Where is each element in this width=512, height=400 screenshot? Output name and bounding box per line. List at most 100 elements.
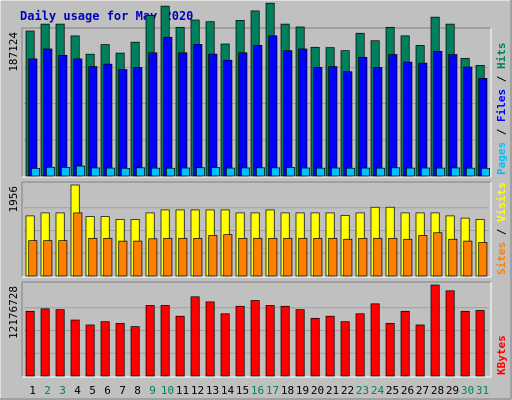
bar-kbytes-day-27 <box>415 324 425 377</box>
x-tick-label-day-5: 5 <box>89 384 96 397</box>
bar-kbytes-day-3 <box>55 309 65 377</box>
bar-pages-day-12 <box>196 167 205 177</box>
bar-kbytes-day-25 <box>385 322 395 377</box>
bar-kbytes-day-16 <box>250 300 260 377</box>
bar-files-day-13 <box>208 53 218 177</box>
bar-pages-day-31 <box>481 167 490 177</box>
bar-sites-day-30 <box>463 240 473 277</box>
bar-sites-day-16 <box>253 237 263 277</box>
bar-sites-day-17 <box>268 237 278 277</box>
x-tick-label-day-17: 17 <box>266 384 279 397</box>
x-tick-label-day-14: 14 <box>221 384 235 397</box>
bar-kbytes-day-8 <box>130 326 140 377</box>
bar-pages-day-29 <box>451 167 460 177</box>
panel-kbytes-legend: KBytes <box>495 335 508 375</box>
x-tick-label-day-26: 26 <box>401 384 414 397</box>
bar-kbytes-day-11 <box>175 315 185 377</box>
bar-files-day-26 <box>403 61 413 177</box>
bar-files-day-25 <box>388 54 398 177</box>
bar-sites-day-8 <box>133 240 143 277</box>
bar-files-day-15 <box>238 52 248 177</box>
bar-sites-day-11 <box>178 237 188 277</box>
bar-files-day-12 <box>193 44 203 177</box>
x-tick-label-day-18: 18 <box>281 384 294 397</box>
bar-kbytes-day-26 <box>400 310 410 377</box>
bar-kbytes-day-4 <box>70 319 80 377</box>
bar-files-day-31 <box>478 78 488 177</box>
bar-kbytes-day-23 <box>355 313 365 377</box>
bar-pages-day-3 <box>61 167 71 177</box>
bar-files-day-20 <box>313 67 323 177</box>
legend-entry: Pages <box>495 142 508 175</box>
bar-sites-day-7 <box>118 240 128 277</box>
panel-kbytes: 12176728 KBytes <box>7 281 508 378</box>
bar-files-day-3 <box>58 54 68 177</box>
x-tick-label-day-4: 4 <box>74 384 81 397</box>
x-tick-label-day-19: 19 <box>296 384 309 397</box>
bar-files-day-10 <box>163 36 173 177</box>
legend-entry: Hits <box>495 43 508 70</box>
bar-pages-day-11 <box>181 167 190 177</box>
x-tick-label-day-20: 20 <box>311 384 324 397</box>
bar-pages-day-8 <box>136 167 145 177</box>
x-tick-label-day-7: 7 <box>119 384 126 397</box>
bar-pages-day-24 <box>376 167 385 177</box>
bar-files-day-4 <box>73 58 83 177</box>
bar-files-day-18 <box>283 50 293 177</box>
bar-files-day-16 <box>253 45 263 177</box>
bar-sites-day-29 <box>448 238 458 277</box>
bar-files-day-7 <box>118 69 128 177</box>
x-tick-label-day-2: 2 <box>44 384 51 397</box>
panel-hits-legend: Pages / Files / Hits <box>495 43 508 176</box>
bar-sites-day-4 <box>73 212 83 277</box>
x-tick-label-day-31: 31 <box>476 384 489 397</box>
legend-entry: Sites <box>495 242 508 275</box>
x-tick-label-day-28: 28 <box>431 384 444 397</box>
x-tick-label-day-3: 3 <box>59 384 66 397</box>
x-tick-label-day-1: 1 <box>29 384 36 397</box>
bar-sites-day-23 <box>358 237 368 277</box>
x-axis-labels: 1 2 3 4 5 6 7 8 9 10 11 12 13 14 15 16 17 18 19 20 21 22 23 24 2… <box>29 384 489 397</box>
bar-pages-day-28 <box>436 167 445 177</box>
bar-kbytes-day-18 <box>280 305 290 377</box>
bar-sites-day-1 <box>28 240 38 277</box>
bar-sites-day-12 <box>193 237 203 277</box>
bar-kbytes-day-31 <box>475 310 485 377</box>
x-tick-label-day-6: 6 <box>104 384 111 397</box>
x-tick-label-day-22: 22 <box>341 384 354 397</box>
legend-entry: / <box>495 69 508 89</box>
bar-files-day-27 <box>418 62 428 177</box>
bar-files-day-8 <box>133 67 143 177</box>
bar-pages-day-23 <box>361 167 370 177</box>
bar-pages-day-19 <box>301 167 310 177</box>
bar-pages-day-13 <box>211 167 220 177</box>
bar-kbytes-day-21 <box>325 315 335 377</box>
bar-files-day-22 <box>343 71 353 177</box>
bar-kbytes-day-9 <box>145 305 155 377</box>
x-tick-label-day-11: 11 <box>176 384 189 397</box>
bar-sites-day-28 <box>433 232 443 277</box>
bar-pages-day-4 <box>76 165 86 177</box>
bar-files-day-1 <box>28 58 38 177</box>
bar-kbytes-day-24 <box>370 303 380 377</box>
x-tick-label-day-25: 25 <box>386 384 399 397</box>
bar-files-day-21 <box>328 66 338 177</box>
bar-sites-day-26 <box>403 238 413 277</box>
bar-pages-day-20 <box>316 167 325 177</box>
bar-pages-day-18 <box>286 167 295 177</box>
bar-kbytes-day-19 <box>295 309 305 377</box>
x-tick-label-day-8: 8 <box>134 384 141 397</box>
bar-files-day-24 <box>373 67 383 177</box>
bar-kbytes-day-30 <box>460 310 470 377</box>
x-tick-label-day-16: 16 <box>251 384 264 397</box>
bar-kbytes-day-22 <box>340 321 350 377</box>
bar-sites-day-14 <box>223 234 233 277</box>
bar-pages-day-25 <box>391 167 400 177</box>
bar-sites-day-3 <box>58 240 68 277</box>
bar-files-day-11 <box>178 52 188 177</box>
bar-kbytes-day-28 <box>430 284 440 377</box>
bar-sites-day-19 <box>298 237 308 277</box>
bar-files-day-6 <box>103 63 113 177</box>
bar-kbytes-day-6 <box>100 321 110 377</box>
bar-sites-day-18 <box>283 237 293 277</box>
